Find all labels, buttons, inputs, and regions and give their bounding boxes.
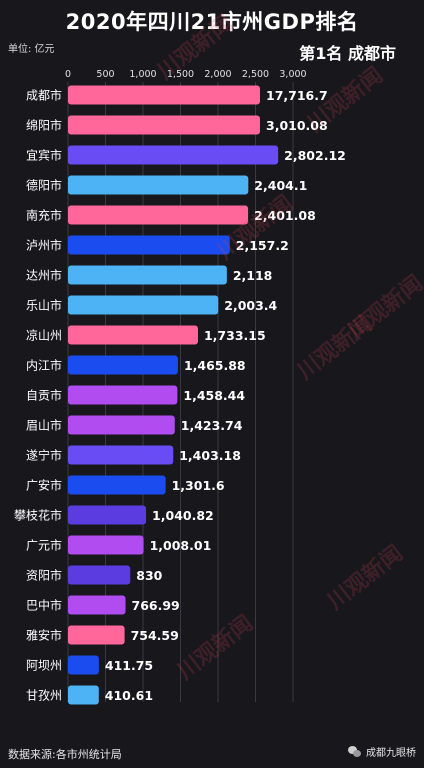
category-label: 达州市 [26, 268, 62, 283]
category-label: 眉山市 [26, 418, 62, 433]
bar [68, 115, 260, 135]
chart-title: 2020年四川21市州GDP排名 [65, 10, 359, 34]
category-label: 遂宁市 [26, 448, 62, 463]
category-label: 宜宾市 [26, 148, 62, 163]
value-label: 1,465.88 [184, 358, 246, 373]
bar [68, 505, 147, 525]
category-label: 攀枝花市 [14, 508, 62, 523]
bar [68, 295, 219, 315]
rank-label: 第1名 成都市 [299, 44, 396, 63]
bar [68, 565, 131, 585]
value-label: 766.99 [132, 598, 180, 613]
value-label: 830 [136, 568, 162, 583]
x-tick-label: 2,000 [204, 69, 231, 80]
value-label: 1,008.01 [150, 538, 212, 553]
category-label: 凉山州 [26, 328, 62, 343]
bar [68, 625, 125, 645]
category-label: 资阳市 [26, 568, 62, 583]
bar [68, 235, 230, 255]
value-label: 1,733.15 [204, 328, 266, 343]
value-label: 3,010.08 [266, 118, 328, 133]
value-label: 2,118 [233, 268, 273, 283]
category-label: 自贡市 [26, 388, 62, 403]
brand-label: 成都九眼桥 [366, 748, 416, 759]
category-label: 德阳市 [26, 178, 62, 193]
wechat-icon [348, 745, 362, 758]
bar [68, 355, 178, 375]
value-label: 2,157.2 [236, 238, 289, 253]
bar [68, 205, 249, 225]
bar [68, 175, 249, 195]
value-label: 2,404.1 [254, 178, 307, 193]
category-label: 巴中市 [26, 598, 62, 613]
value-label: 410.61 [105, 688, 153, 703]
bar [68, 385, 178, 405]
category-label: 内江市 [26, 358, 62, 373]
x-tick-label: 1,500 [167, 69, 194, 80]
bar [68, 415, 175, 435]
category-label: 乐山市 [26, 298, 62, 313]
category-label: 雅安市 [26, 628, 62, 643]
x-tick-label: 2,500 [242, 69, 269, 80]
bar [68, 325, 198, 345]
bar [68, 595, 126, 615]
bar [68, 445, 174, 465]
bar [68, 145, 279, 165]
category-label: 泸州市 [26, 238, 62, 253]
value-label: 411.75 [105, 658, 153, 673]
category-label: 甘孜州 [26, 689, 62, 703]
value-label: 1,040.82 [152, 508, 214, 523]
category-label: 广安市 [26, 478, 62, 493]
value-label: 1,301.6 [172, 478, 225, 493]
value-label: 2,401.08 [254, 208, 316, 223]
category-label: 成都市 [26, 88, 62, 103]
unit-label: 单位: 亿元 [8, 44, 55, 55]
category-label: 广元市 [26, 538, 62, 553]
bar [68, 535, 144, 555]
bar [68, 655, 99, 675]
x-tick-label: 3,000 [279, 69, 306, 80]
bar-chart: 0 500 1,000 1,500 2,000 2,500 3,000 成都市 17,716.7… [14, 69, 346, 705]
value-label: 754.59 [131, 628, 179, 643]
x-tick-label: 500 [96, 69, 114, 80]
value-label: 1,423.74 [181, 418, 243, 433]
x-tick-label: 0 [65, 69, 71, 80]
x-tick-label: 1,000 [129, 69, 156, 80]
data-source: 数据来源:各市州统计局 [8, 748, 122, 761]
category-label: 绵阳市 [26, 118, 62, 133]
value-label: 2,003.4 [224, 298, 277, 313]
bar [68, 685, 99, 705]
value-label: 17,716.7 [266, 88, 328, 103]
bar [68, 265, 227, 285]
bar [68, 85, 260, 105]
category-label: 南充市 [26, 208, 62, 223]
category-label: 阿坝州 [26, 659, 62, 673]
brand: 成都九眼桥 [348, 744, 416, 759]
value-label: 1,458.44 [183, 388, 245, 403]
value-label: 2,802.12 [284, 148, 346, 163]
value-label: 1,403.18 [179, 448, 241, 463]
bar [68, 475, 166, 495]
